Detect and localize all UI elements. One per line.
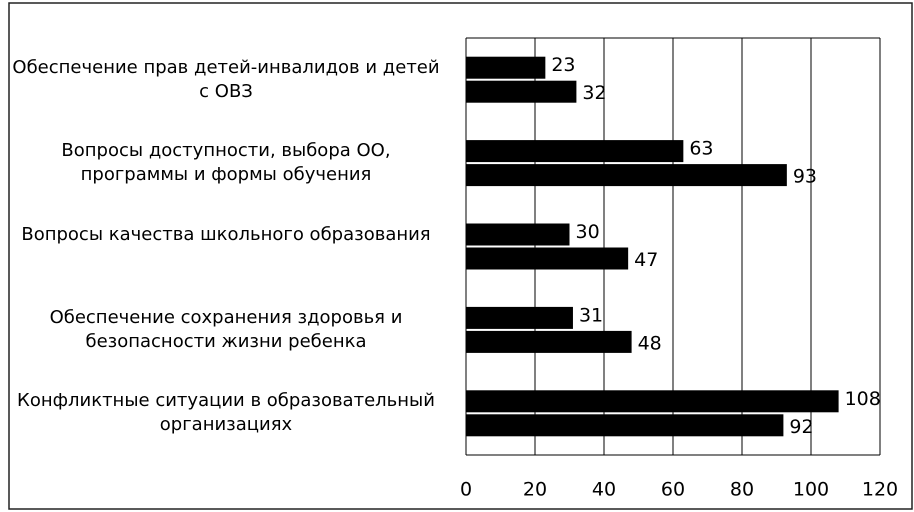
x-tick-label: 20 [523, 479, 547, 501]
y-tick-label: Вопросы качества школьного образования [21, 223, 431, 245]
y-tick-label: Конфликтные ситуации в образовательный о… [17, 390, 435, 436]
data-label: 30 [576, 221, 600, 243]
bar [466, 223, 570, 246]
x-tick-label: 60 [661, 479, 685, 501]
bar [466, 164, 787, 187]
bar [466, 306, 573, 329]
x-tick-label: 120 [862, 479, 898, 501]
bar [466, 140, 684, 163]
data-label: 31 [579, 304, 603, 326]
bar [466, 330, 632, 353]
y-tick-label: Обеспечение прав детей-инвалидов и детей… [12, 56, 440, 102]
y-tick-label: Вопросы доступности, выбора ОО, программ… [61, 140, 391, 186]
bar [466, 80, 577, 103]
bar [466, 390, 839, 413]
data-label: 23 [551, 54, 575, 76]
x-tick-label: 100 [793, 479, 829, 501]
bar [466, 247, 629, 270]
data-label: 93 [793, 166, 817, 188]
x-tick-label: 80 [730, 479, 754, 501]
data-label: 63 [689, 138, 713, 160]
x-tick-label: 40 [592, 479, 616, 501]
data-label: 48 [638, 332, 662, 354]
bar [466, 56, 546, 79]
x-tick-label: 0 [460, 479, 472, 501]
data-label: 47 [634, 249, 658, 271]
data-label: 92 [789, 416, 813, 438]
bar [466, 414, 784, 437]
data-label: 32 [582, 82, 606, 104]
data-label: 108 [845, 388, 881, 410]
frame [8, 2, 913, 510]
y-tick-label: Обеспечение сохранения здоровья и безопа… [49, 306, 403, 352]
